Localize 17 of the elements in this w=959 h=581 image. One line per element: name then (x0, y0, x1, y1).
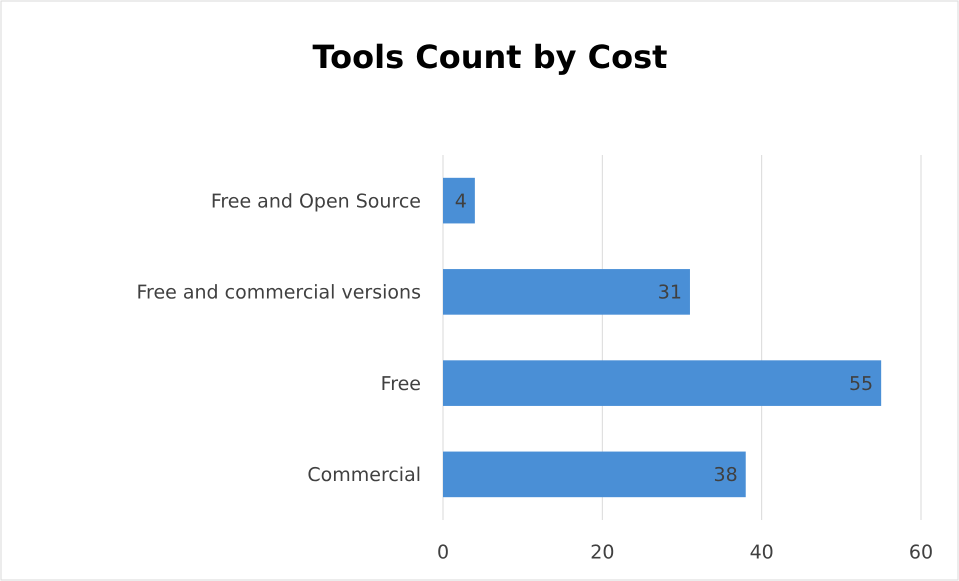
x-tick-label: 0 (436, 542, 450, 564)
y-tick-label: Free and Open Source (210, 190, 421, 212)
bar (443, 269, 690, 315)
bar (443, 360, 882, 406)
data-label: 4 (454, 190, 467, 212)
data-label: 38 (714, 464, 738, 486)
bar (443, 178, 475, 224)
data-label: 55 (848, 372, 874, 395)
y-tick-label: Commercial (307, 464, 421, 486)
x-tick-label: 60 (908, 542, 934, 564)
x-tick-label: 40 (750, 542, 774, 564)
y-tick-label: Free and commercial versions (136, 282, 421, 304)
bar (443, 452, 746, 498)
y-tick-label: Free (380, 372, 421, 395)
x-tick-label: 20 (590, 542, 614, 564)
chart-title: Tools Count by Cost (312, 38, 668, 76)
data-label: 31 (658, 282, 682, 304)
